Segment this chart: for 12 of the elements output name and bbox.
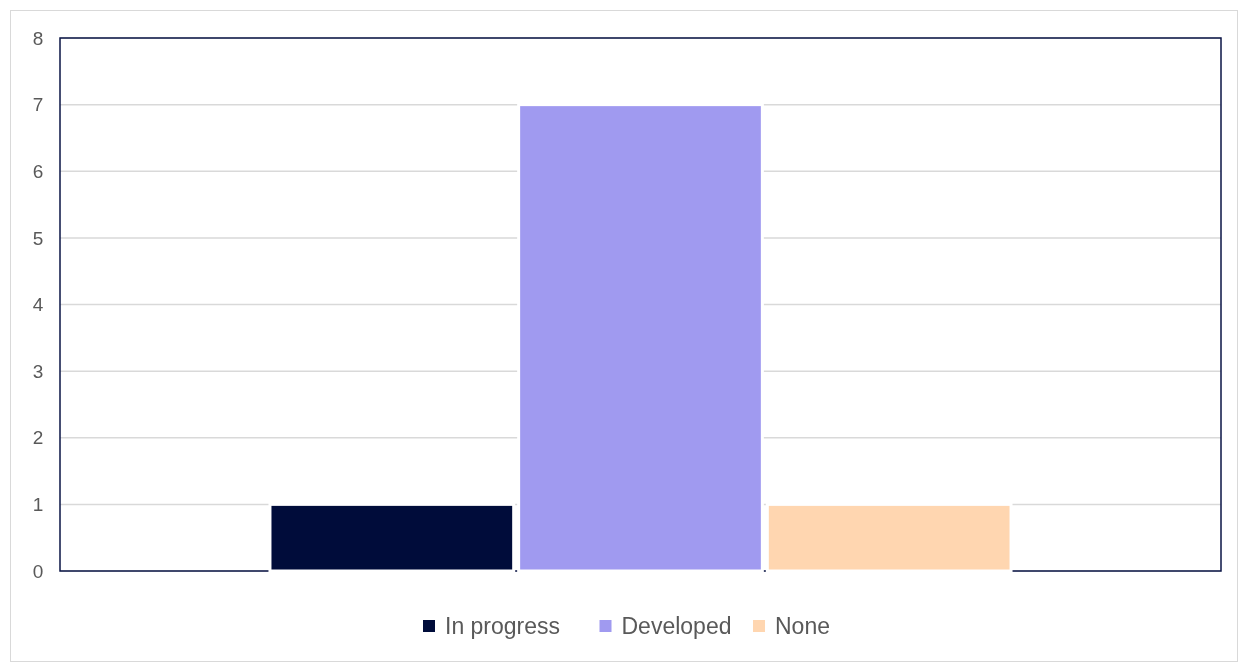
legend-label: Developed [621, 613, 732, 640]
legend-label: In progress [445, 613, 561, 640]
y-tick-label: 4 [32, 294, 44, 316]
legend-label: None [775, 613, 830, 640]
y-tick-label: 3 [32, 360, 44, 382]
y-tick-label: 5 [32, 227, 44, 249]
y-tick-label: 2 [32, 427, 44, 449]
y-tick-label: 8 [32, 27, 44, 49]
y-tick-label: 1 [32, 494, 44, 516]
y-tick-label: 0 [32, 560, 44, 582]
y-tick-label: 7 [32, 94, 44, 116]
y-tick-label: 6 [32, 160, 44, 182]
